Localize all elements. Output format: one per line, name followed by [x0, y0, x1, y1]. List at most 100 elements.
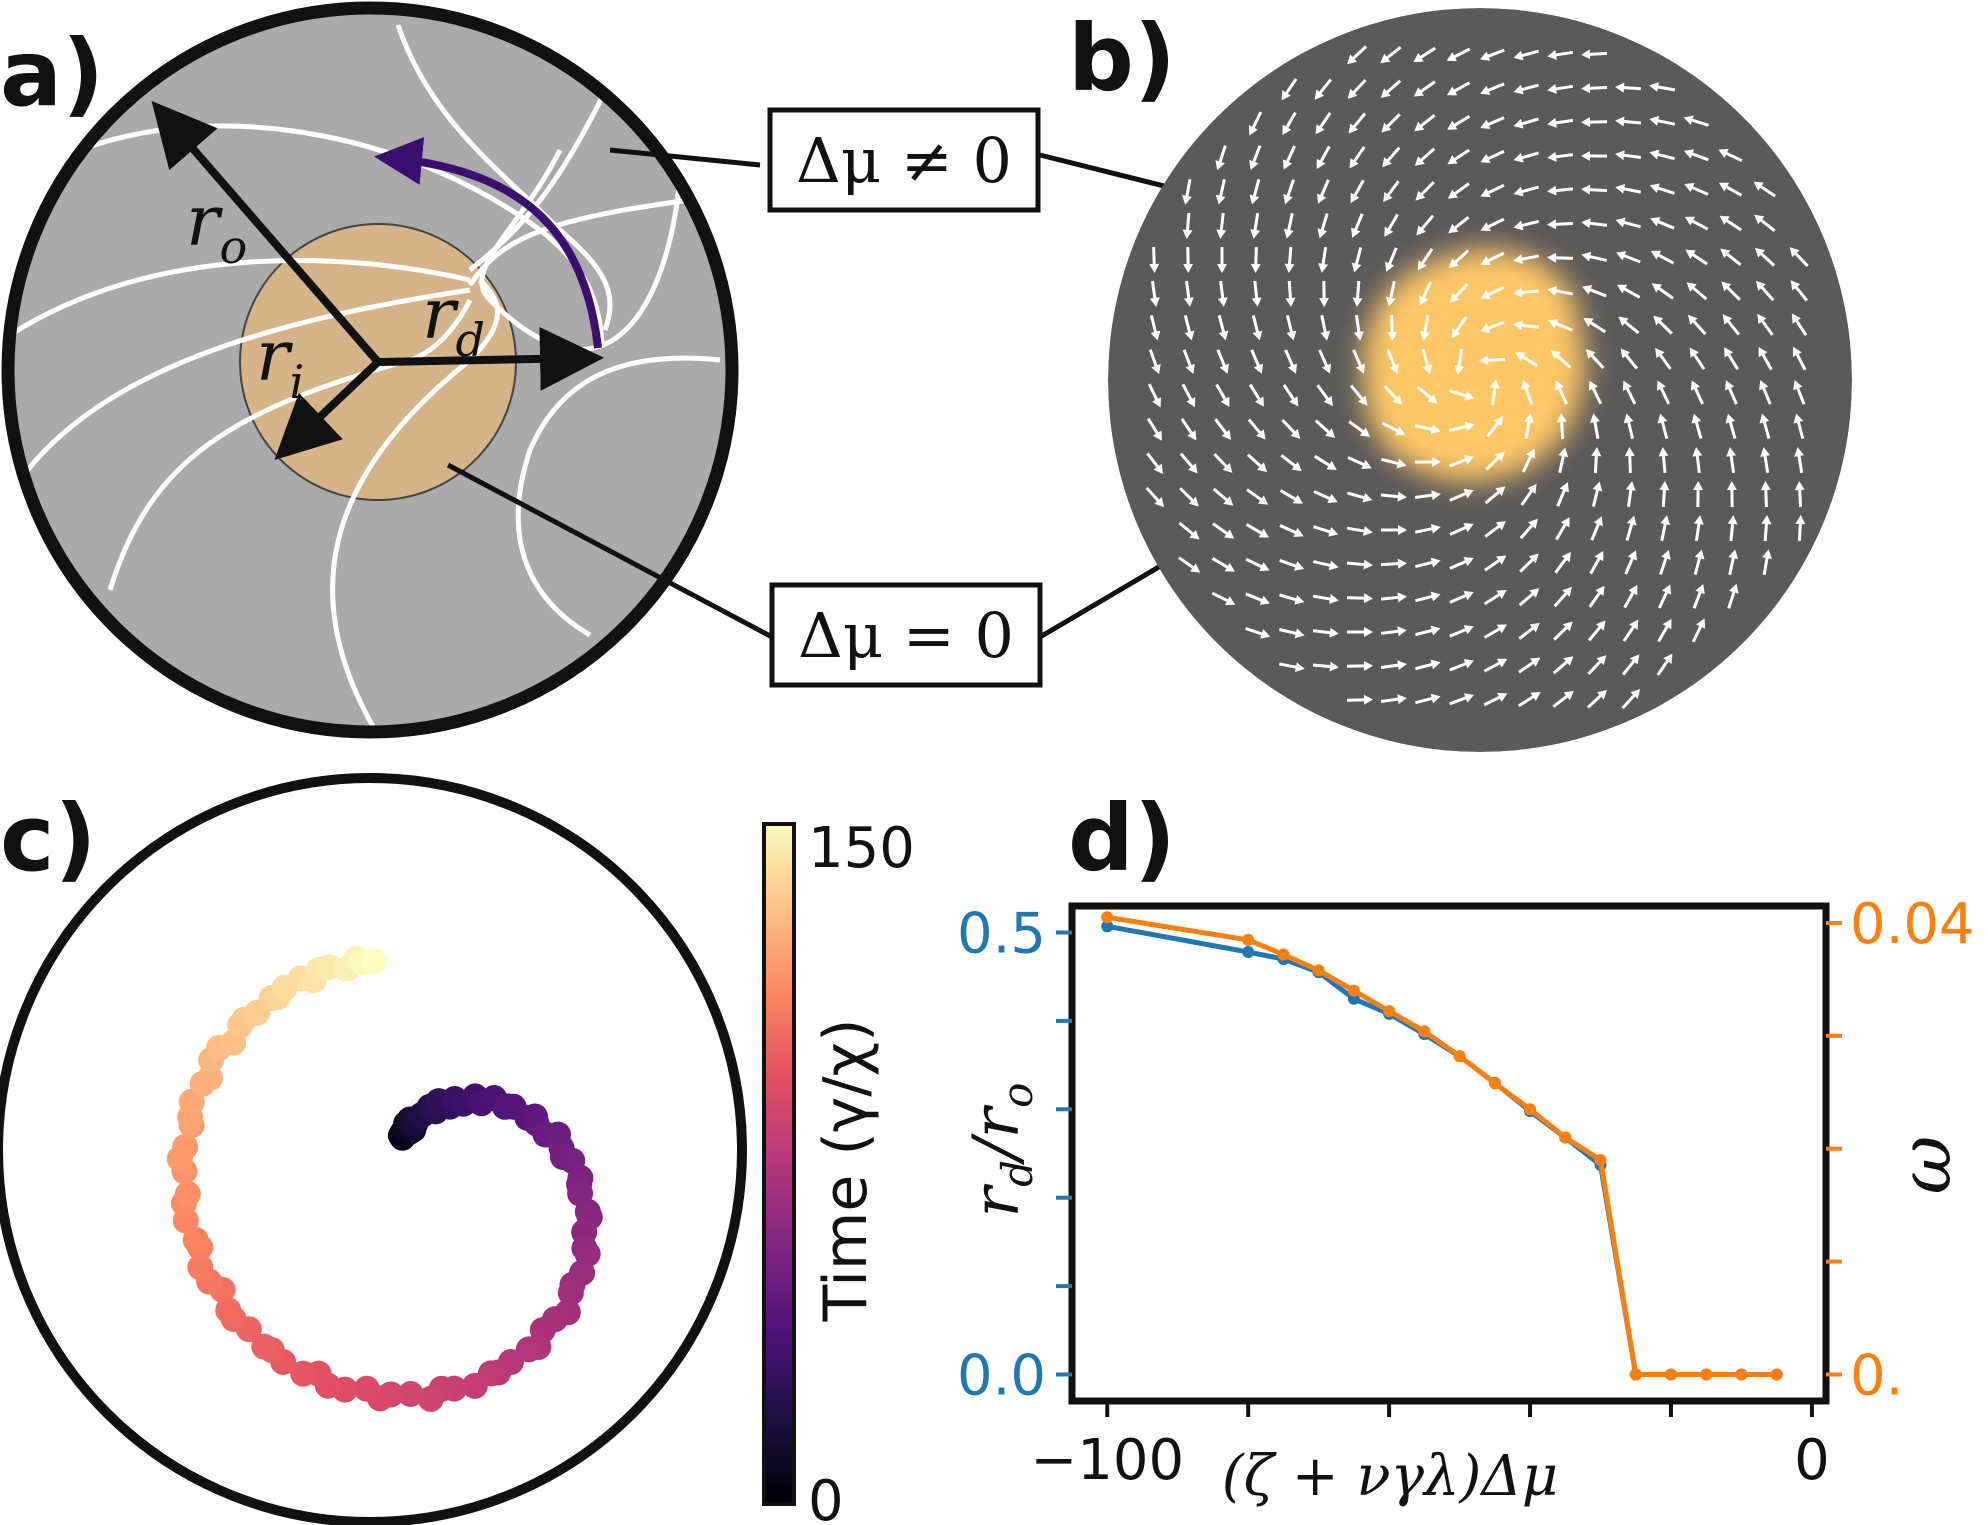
director-arrow-head	[1397, 694, 1407, 705]
director-arrow-head	[1292, 494, 1303, 504]
label-r-outer: ro	[186, 180, 247, 274]
director-arrow-head	[1316, 158, 1326, 170]
director-arrow-head	[1562, 586, 1572, 597]
label-r-inner: ri	[256, 315, 304, 409]
director-arrow-head	[1513, 220, 1524, 231]
director-arrow-head	[1347, 88, 1358, 99]
director-arrow-head	[1290, 428, 1301, 439]
director-arrow-head	[1496, 555, 1507, 565]
series-point-right	[1453, 1050, 1466, 1063]
director-arrow-head	[1653, 315, 1664, 326]
series-point-right	[1383, 1004, 1396, 1017]
director-arrow-head	[1427, 393, 1438, 404]
y-tick-label-right: 0.	[1850, 1343, 1903, 1408]
director-arrow-head	[1528, 518, 1538, 529]
director-arrow-head	[1187, 430, 1197, 441]
director-arrow-head	[1258, 528, 1269, 538]
arrow-r-defect	[377, 326, 604, 391]
director-arrow-head	[1363, 559, 1373, 570]
trajectory-point	[353, 1375, 380, 1402]
trajectory-point	[187, 1254, 214, 1281]
director-arrow-head	[1789, 247, 1800, 258]
x-tick-label: 0	[1794, 1428, 1830, 1493]
trajectory-point	[215, 1297, 242, 1324]
director-arrow-head	[1794, 447, 1805, 457]
director-arrow-head	[1659, 481, 1670, 491]
director-arrow-head	[1216, 229, 1227, 239]
y-axis-label-right: ω	[1883, 1136, 1967, 1195]
director-arrow-head	[1415, 190, 1426, 201]
callout-line-active-left	[609, 147, 761, 168]
director-arrow-head	[1684, 216, 1696, 226]
trajectory-point	[174, 1181, 201, 1208]
director-arrow-head	[1185, 363, 1195, 374]
director-arrow-head	[1430, 591, 1441, 602]
director-arrow-head	[1683, 115, 1694, 125]
label-r-defect: rd	[422, 273, 485, 367]
series-point-right	[1242, 933, 1255, 946]
director-arrow-head	[1329, 627, 1339, 638]
director-arrow-head	[1629, 619, 1639, 630]
director-arrow-head	[1397, 660, 1407, 671]
director-arrow-head	[1753, 181, 1764, 191]
director-arrow-head	[1413, 87, 1424, 97]
series-point-left	[1101, 920, 1114, 933]
director-arrow-head	[1547, 252, 1557, 263]
series-point-right	[1700, 1368, 1713, 1381]
director-arrow-head	[1684, 183, 1695, 193]
director-arrow-head	[1328, 560, 1339, 571]
director-arrow-head	[1561, 551, 1571, 563]
director-arrow-head	[1395, 426, 1406, 436]
director-arrow-head	[1431, 456, 1441, 467]
director-arrow-head	[1382, 157, 1392, 168]
director-arrow-head	[1479, 355, 1489, 366]
director-arrow-head	[1221, 429, 1232, 440]
director-arrow-head	[1319, 297, 1330, 307]
director-arrow-head	[1294, 628, 1305, 639]
director-arrow-head	[1189, 529, 1200, 540]
director-arrow-head	[1595, 620, 1606, 631]
director-arrow-head	[1755, 280, 1766, 291]
y-tick-label-right: 0.04	[1850, 892, 1975, 957]
panel-b: b)	[1068, 5, 1852, 752]
series-point-right	[1277, 948, 1290, 961]
series-point-right	[1101, 911, 1114, 924]
director-arrow-head	[1719, 215, 1730, 225]
director-arrow-head	[1260, 629, 1271, 639]
director-arrow-head	[1692, 447, 1703, 457]
director-arrow-head	[1663, 653, 1673, 664]
director-arrow-head	[1359, 427, 1371, 437]
director-arrow-head	[1651, 283, 1662, 293]
director-arrow-head	[1217, 297, 1228, 307]
director-arrow-head	[1291, 461, 1302, 472]
director-arrow-head	[1513, 84, 1524, 95]
director-arrow-head	[1558, 447, 1569, 458]
director-arrow-head	[1696, 618, 1706, 629]
trajectory-point	[182, 1226, 209, 1253]
director-arrow-head	[1222, 462, 1233, 473]
director-arrow-head	[1596, 655, 1607, 666]
director-arrow-head	[1588, 380, 1598, 391]
director-arrow-head	[1224, 529, 1235, 539]
director-arrow-head	[1249, 194, 1260, 205]
director-arrow-head	[1430, 424, 1441, 435]
director-arrow-head	[1495, 486, 1506, 496]
director-arrow-head	[1657, 413, 1668, 424]
director-arrow-head	[1283, 194, 1293, 205]
director-arrow-head	[1281, 90, 1291, 101]
panel-label-b: b)	[1068, 5, 1176, 112]
director-arrow-head	[1347, 54, 1358, 65]
director-arrow-head	[1759, 380, 1769, 391]
director-arrow-head	[1727, 515, 1738, 525]
series-point-right	[1524, 1103, 1537, 1116]
director-arrow-head	[1615, 116, 1625, 127]
director-arrow-head	[1249, 159, 1259, 170]
director-arrow-head	[1253, 363, 1263, 374]
director-arrow-head	[1293, 561, 1305, 571]
y-tick-label-left: 0.5	[957, 902, 1046, 967]
director-arrow-head	[1562, 621, 1573, 632]
series-point-right	[1594, 1153, 1607, 1166]
director-arrow-head	[1326, 460, 1337, 470]
director-arrow-head	[1581, 218, 1591, 229]
